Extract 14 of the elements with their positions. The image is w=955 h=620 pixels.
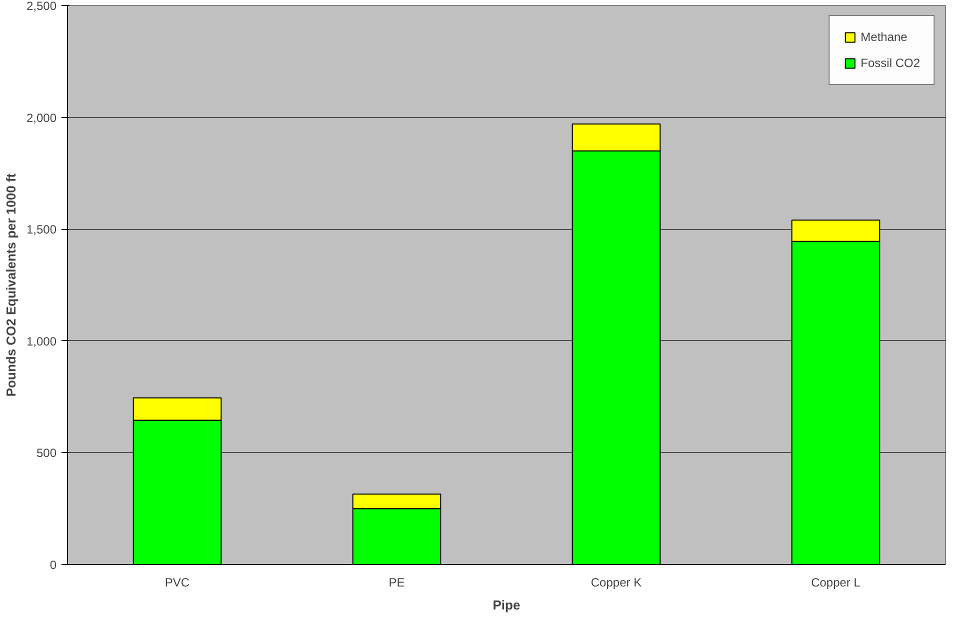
y-axis-title: Pounds CO2 Equivalents per 1000 ft — [3, 172, 18, 397]
x-axis-title: Pipe — [492, 598, 520, 612]
x-tick-label: PVC — [164, 576, 190, 590]
y-tick-label: 2,500 — [26, 0, 57, 13]
y-tick-label: 500 — [36, 446, 57, 460]
x-tick-label: PE — [388, 576, 405, 590]
y-tick-label: 1,500 — [26, 222, 57, 237]
y-tick-label: 1,000 — [26, 334, 57, 348]
legend-label: Methane — [860, 30, 908, 44]
legend-label: Fossil CO2 — [860, 56, 920, 70]
x-tick-label: Copper L — [811, 576, 861, 590]
y-tick-label: 0 — [50, 558, 57, 572]
y-tick-label: 2,000 — [26, 110, 57, 125]
x-tick-label: Copper K — [590, 576, 642, 590]
